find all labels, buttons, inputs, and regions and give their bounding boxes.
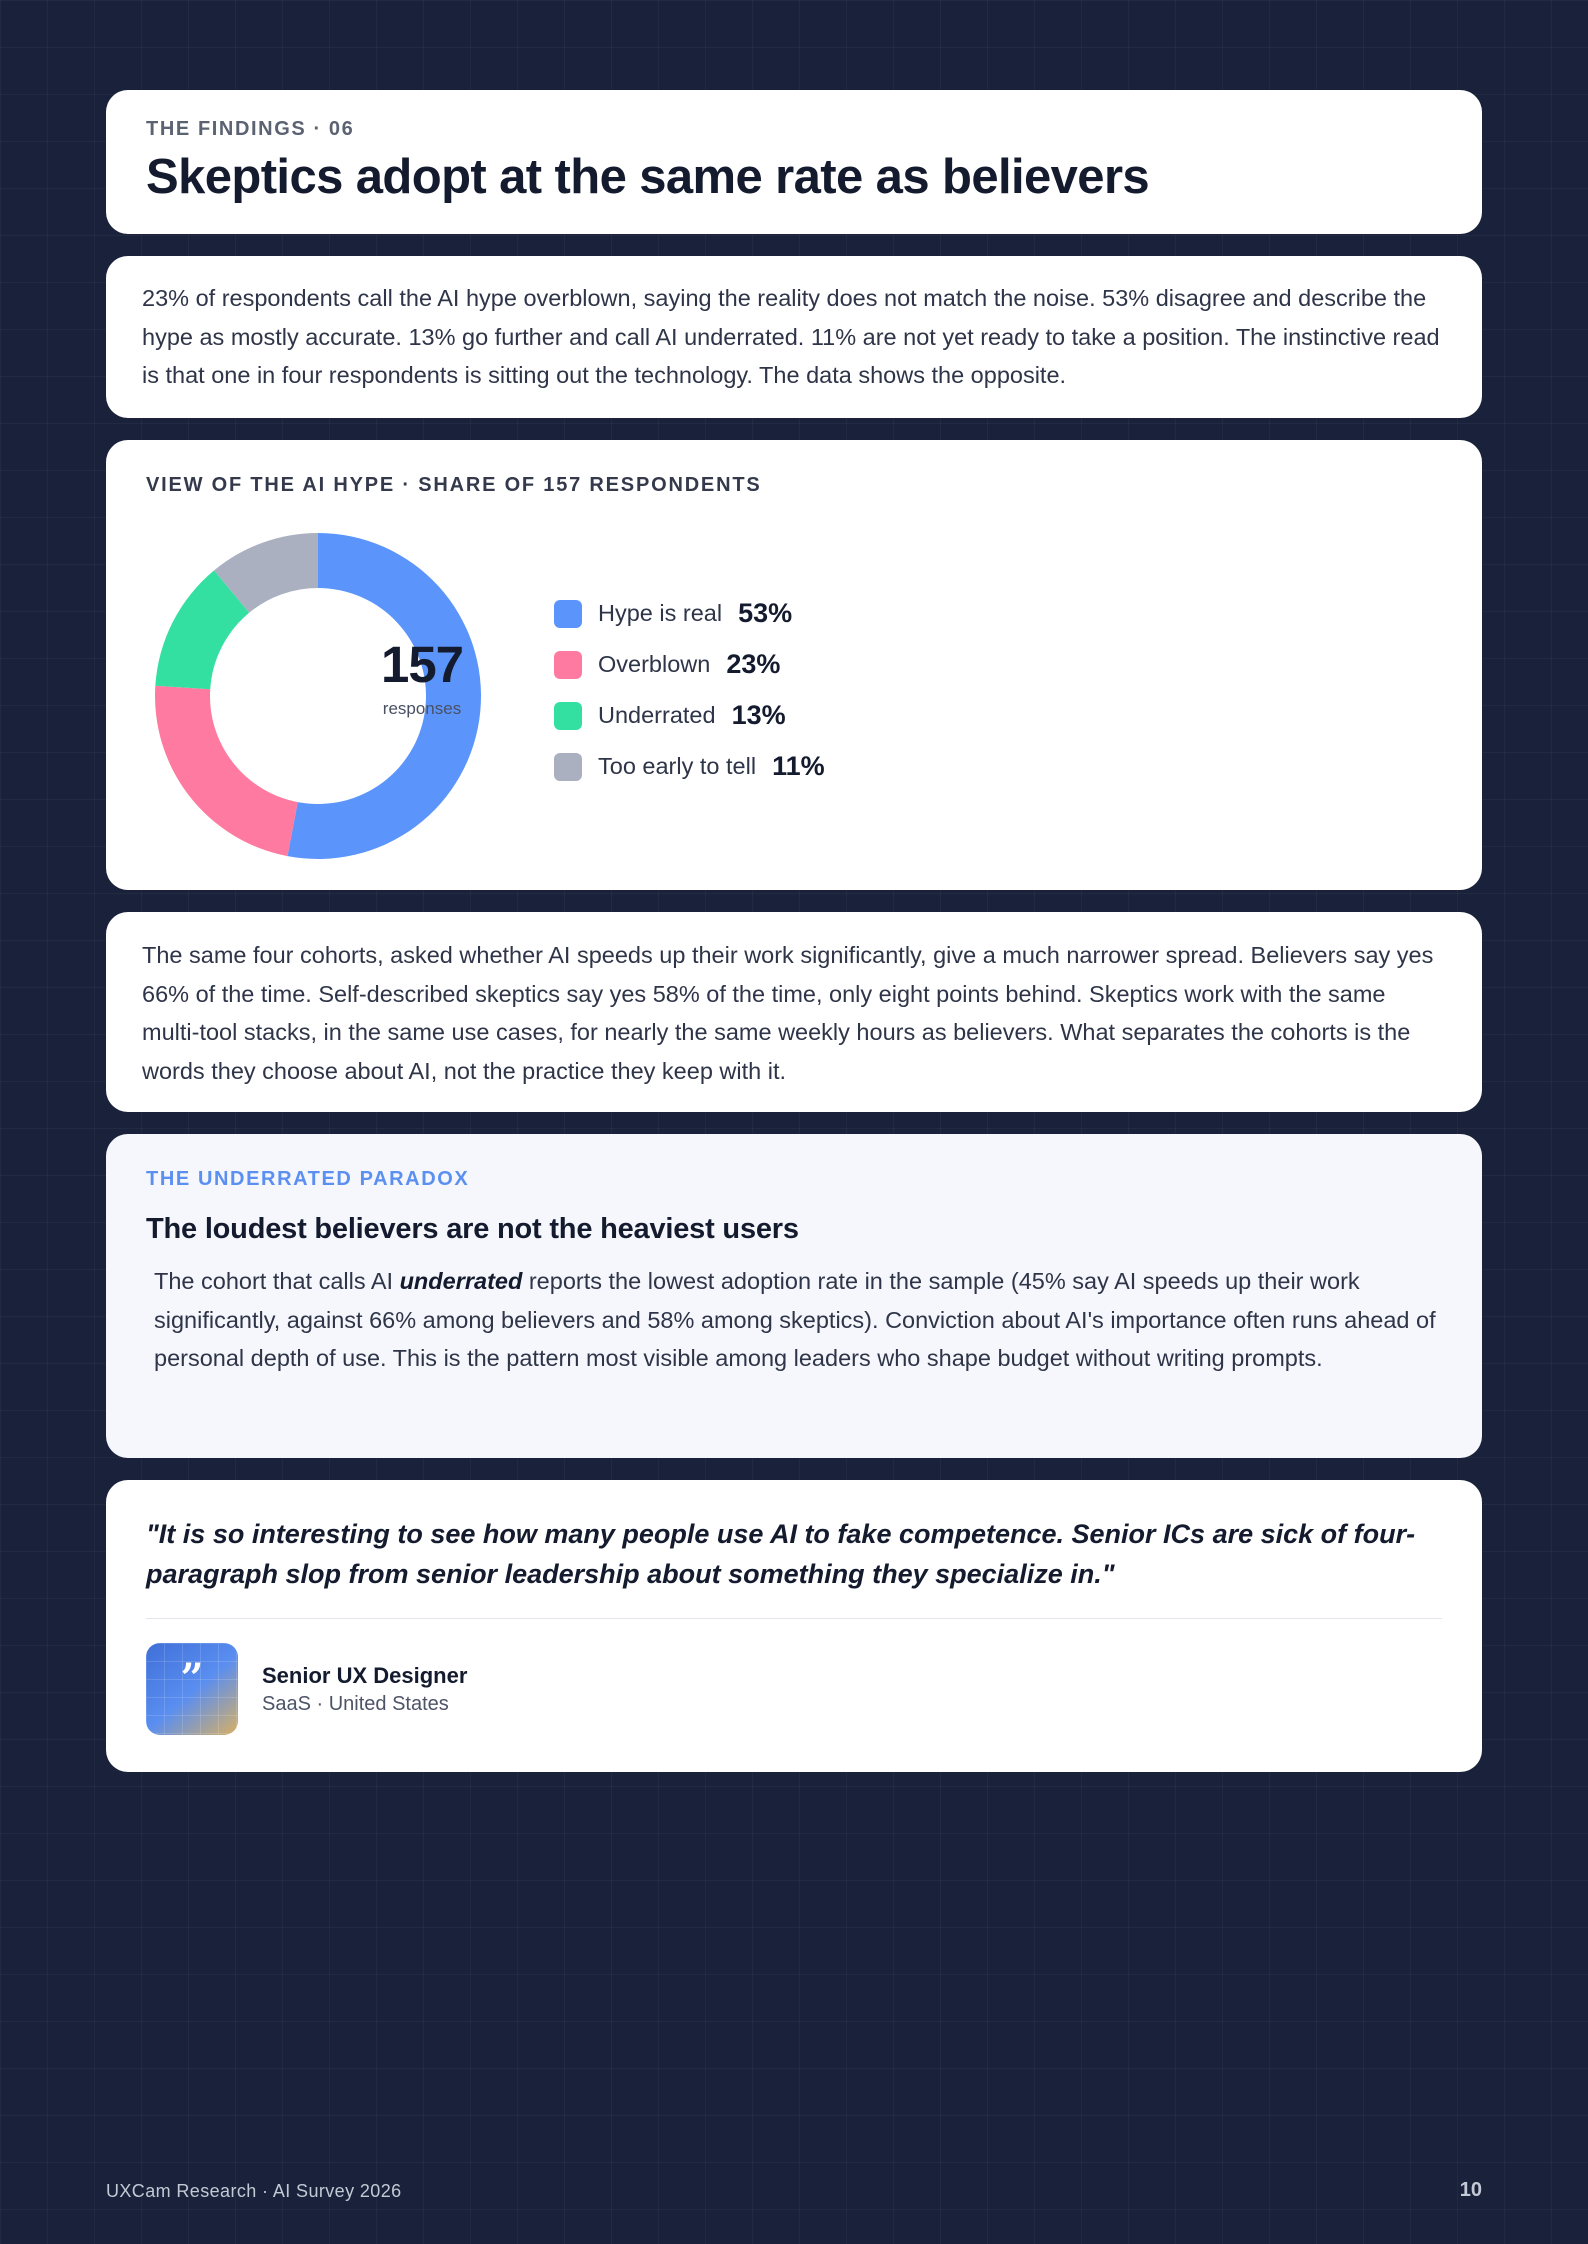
legend-label: Too early to tell <box>598 753 757 779</box>
cohort-paragraph: The same four cohorts, asked whether AI … <box>142 942 1434 1084</box>
quote-card: "It is so interesting to see how many pe… <box>106 1480 1482 1772</box>
callout-heading: The loudest believers are not the heavie… <box>146 1213 799 1245</box>
legend-value: 53% <box>738 598 793 628</box>
title-card: THE FINDINGS · 06 Skeptics adopt at the … <box>106 90 1482 234</box>
quote-mark-icon: ” <box>180 1655 204 1702</box>
intro-card: 23% of respondents call the AI hype over… <box>106 256 1482 418</box>
quote-divider <box>146 1618 1442 1619</box>
legend-swatch <box>554 752 582 781</box>
callout-eyebrow: THE UNDERRATED PARADOX <box>146 1168 470 1190</box>
section-eyebrow: THE FINDINGS · 06 <box>146 118 355 140</box>
legend-item: Underrated 13% <box>554 690 825 741</box>
callout-body: The cohort that calls AI underrated repo… <box>154 1262 1442 1378</box>
donut-slice-too-early-to-tell <box>214 533 318 613</box>
callout-body-start: The cohort that calls AI <box>154 1268 400 1294</box>
chart-card: VIEW OF THE AI HYPE · SHARE OF 157 RESPO… <box>106 440 1482 890</box>
page-title: Skeptics adopt at the same rate as belie… <box>146 150 1150 204</box>
page-number: 10 <box>1459 2179 1482 2201</box>
donut-chart <box>155 533 481 859</box>
intro-paragraph: 23% of respondents call the AI hype over… <box>142 285 1440 388</box>
legend-label: Overblown <box>598 651 711 677</box>
legend-item: Hype is real 53% <box>554 588 825 639</box>
quote-text: "It is so interesting to see how many pe… <box>146 1519 1416 1589</box>
chart-legend: Hype is real 53% Overblown 23% Underrate… <box>554 588 825 792</box>
donut-slice-overblown <box>155 685 298 857</box>
legend-swatch <box>554 701 582 730</box>
callout-emphasis: underrated <box>399 1268 523 1294</box>
avatar: ” <box>146 1643 238 1735</box>
author-org: SaaS · United States <box>262 1692 449 1715</box>
donut-slice-hype-is-real <box>287 533 481 859</box>
legend-item: Overblown 23% <box>554 639 825 690</box>
callout-body-end: reports the lowest adoption rate in the … <box>154 1268 1436 1371</box>
donut-center-label: responses <box>382 699 462 718</box>
legend-swatch <box>554 599 582 628</box>
legend-value: 13% <box>731 700 786 730</box>
chart-title: VIEW OF THE AI HYPE · SHARE OF 157 RESPO… <box>146 474 762 496</box>
quote-attribution: ” Senior UX Designer SaaS · United State… <box>146 1643 1442 1735</box>
author-meta: Senior UX Designer SaaS · United States <box>262 1663 467 1716</box>
paradox-callout: THE UNDERRATED PARADOX The loudest belie… <box>106 1134 1482 1458</box>
legend-value: 23% <box>726 649 781 679</box>
legend-swatch <box>554 650 582 679</box>
cohort-card: The same four cohorts, asked whether AI … <box>106 912 1482 1112</box>
author-role: Senior UX Designer <box>262 1662 468 1688</box>
donut-slice-underrated <box>155 570 250 690</box>
legend-item: Too early to tell 11% <box>554 741 825 792</box>
legend-label: Hype is real <box>598 600 723 626</box>
legend-value: 11% <box>772 751 825 781</box>
donut-center-value: 157 <box>380 636 464 693</box>
footer-source: UXCam Research · AI Survey 2026 <box>106 2181 402 2201</box>
legend-label: Underrated <box>598 702 716 728</box>
